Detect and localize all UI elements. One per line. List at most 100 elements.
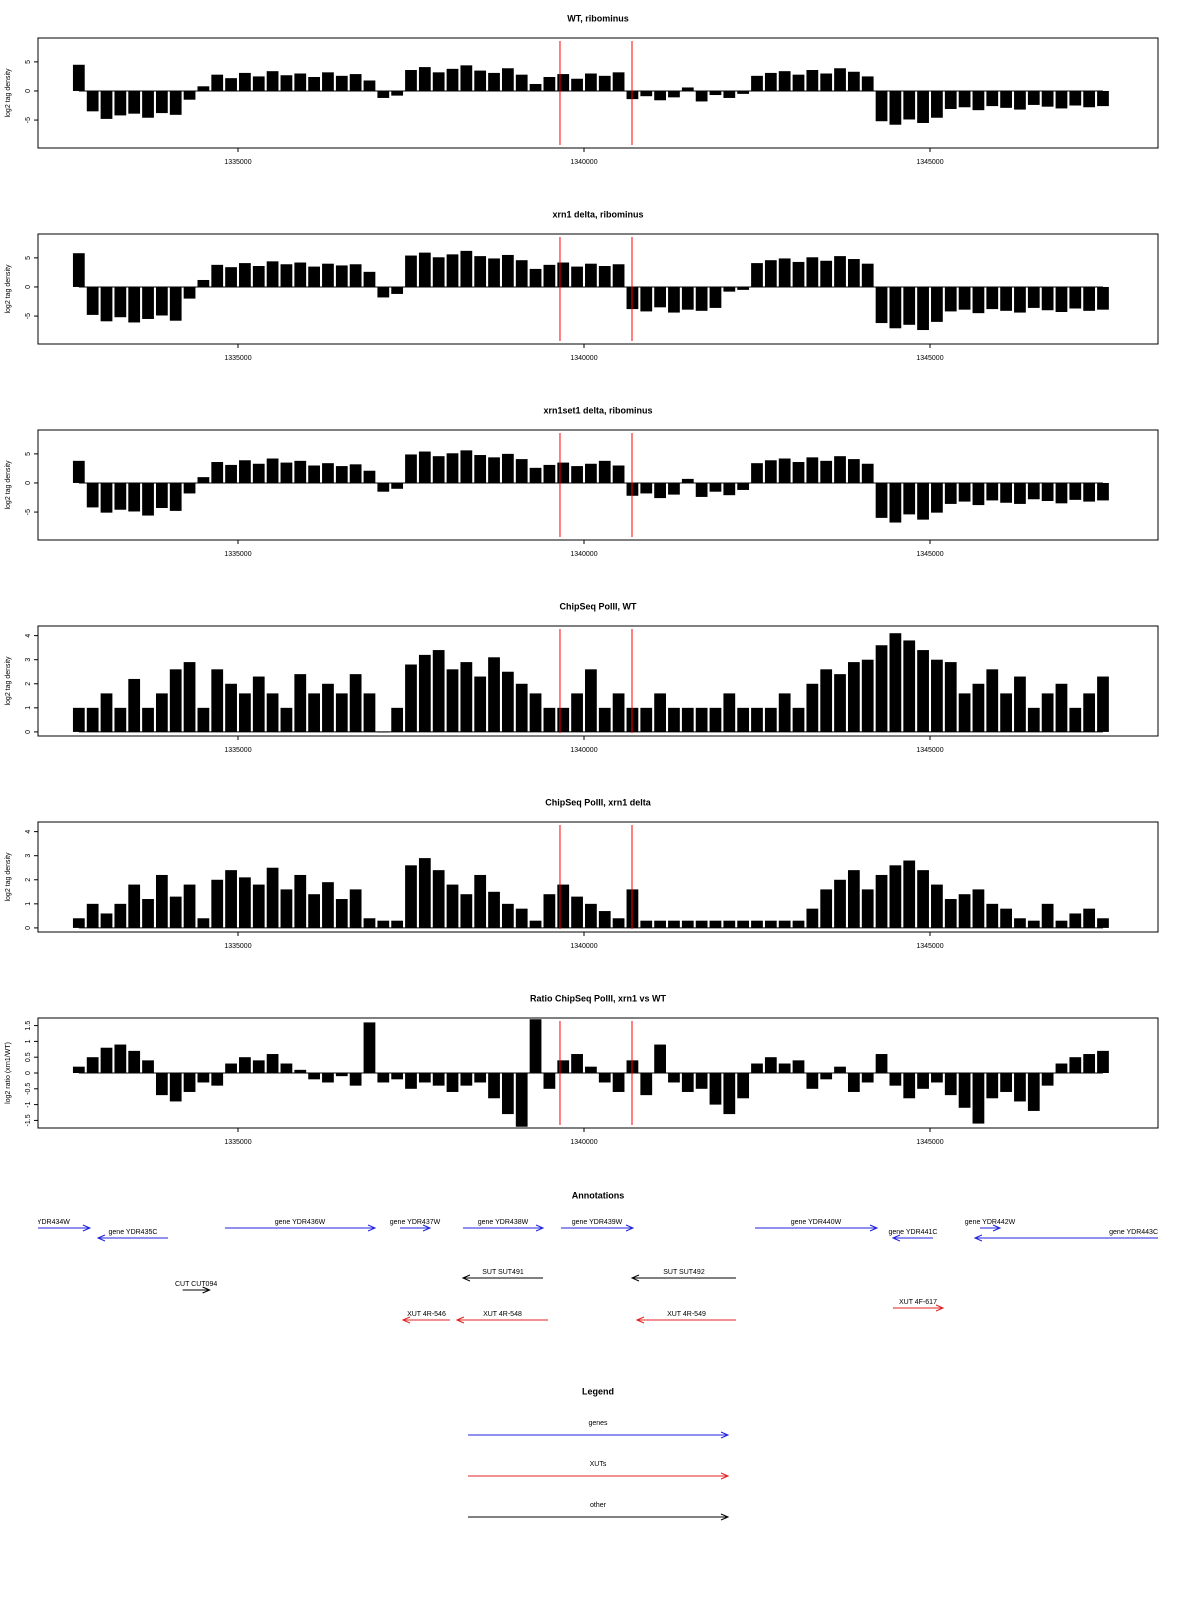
bar: [225, 683, 237, 732]
bar: [86, 90, 99, 112]
bar: [681, 920, 694, 928]
y-tick-label: 0: [25, 1071, 32, 1075]
bar: [1041, 90, 1054, 107]
bar: [695, 1073, 708, 1089]
feature-label: XUT 4F-617: [899, 1299, 937, 1306]
bar: [460, 450, 473, 483]
y-tick-label: -1.5: [25, 1114, 32, 1126]
bar: [100, 1047, 113, 1073]
bar: [571, 466, 583, 483]
bar: [778, 693, 791, 732]
feature-label: gene YDR442W: [965, 1219, 1016, 1226]
y-tick-label: 4: [25, 634, 32, 638]
bar: [474, 1073, 487, 1083]
bar: [861, 263, 874, 287]
bar: [294, 1069, 307, 1073]
feature-arrow: [892, 1304, 945, 1312]
bar: [709, 90, 722, 96]
bar: [944, 90, 957, 110]
bar: [1069, 707, 1082, 732]
bar: [944, 662, 957, 732]
bar: [931, 286, 943, 322]
bar: [820, 260, 833, 287]
bar: [571, 693, 583, 732]
bar: [612, 72, 625, 91]
bar: [1069, 1057, 1082, 1073]
feature-label: SUT SUT491: [482, 1269, 524, 1276]
bar: [1027, 1073, 1040, 1111]
bar: [847, 662, 860, 732]
bar: [958, 90, 971, 108]
feature-arrow: [462, 1224, 545, 1232]
bar: [543, 707, 556, 732]
bar: [903, 482, 916, 515]
bar: [834, 256, 846, 287]
bar: [944, 482, 957, 504]
bar: [211, 462, 224, 483]
bar: [294, 262, 307, 287]
bar: [183, 482, 196, 494]
feature-arrow: [973, 1234, 1158, 1242]
bar: [972, 286, 985, 314]
bar: [391, 286, 404, 294]
bar: [155, 286, 168, 316]
bar: [903, 1073, 916, 1099]
y-axis-label: log2 tag density: [5, 852, 12, 902]
bar: [1027, 707, 1040, 732]
bar: [543, 894, 556, 928]
bar: [917, 870, 929, 928]
bar: [944, 286, 957, 312]
feature-arrow: [561, 1224, 635, 1232]
bar: [903, 286, 916, 325]
bar: [515, 1073, 528, 1127]
bar: [792, 261, 805, 287]
bar: [958, 1073, 971, 1108]
feature-label: gene YDR443C: [1109, 1229, 1158, 1236]
bar: [501, 1073, 514, 1115]
bar: [875, 1054, 888, 1073]
bar: [349, 464, 362, 483]
feature-label: gene YDR434W: [19, 1219, 70, 1226]
bar: [834, 68, 846, 91]
bar: [114, 90, 127, 116]
bar: [169, 896, 182, 928]
y-tick-label: 0.5: [25, 1052, 32, 1062]
feature-label: SUT SUT492: [663, 1269, 705, 1276]
x-tick-label: 1335000: [224, 747, 251, 754]
bar: [391, 707, 404, 732]
bar: [418, 1073, 431, 1083]
bar: [446, 884, 459, 928]
legend-arrow: [468, 1431, 730, 1439]
bar: [612, 693, 625, 732]
bar: [778, 920, 791, 928]
bar: [917, 286, 929, 331]
bar: [529, 1019, 542, 1073]
bar: [1069, 482, 1082, 500]
y-tick-label: 2: [25, 878, 32, 882]
bar: [834, 879, 846, 928]
bar: [654, 1044, 666, 1073]
bar: [72, 918, 85, 928]
y-axis-label: log2 tag density: [5, 656, 12, 706]
bar: [1027, 482, 1040, 500]
bar: [239, 460, 251, 483]
feature-label: gene YDR440W: [791, 1219, 842, 1226]
bar: [72, 64, 85, 91]
y-tick-label: 0: [25, 730, 32, 734]
bar: [543, 464, 556, 483]
bar: [460, 65, 473, 91]
bar: [1041, 286, 1054, 311]
bar: [889, 1073, 902, 1086]
bar: [875, 482, 888, 518]
y-axis-label: log2 tag density: [5, 460, 12, 510]
bar: [723, 286, 736, 292]
bar: [266, 867, 279, 928]
bar: [585, 1066, 597, 1073]
bar: [239, 877, 251, 928]
bar: [308, 266, 320, 287]
bar: [764, 920, 777, 928]
bar: [142, 90, 154, 118]
bar: [488, 457, 500, 483]
bar: [806, 257, 819, 287]
legend-arrow: [468, 1513, 730, 1521]
